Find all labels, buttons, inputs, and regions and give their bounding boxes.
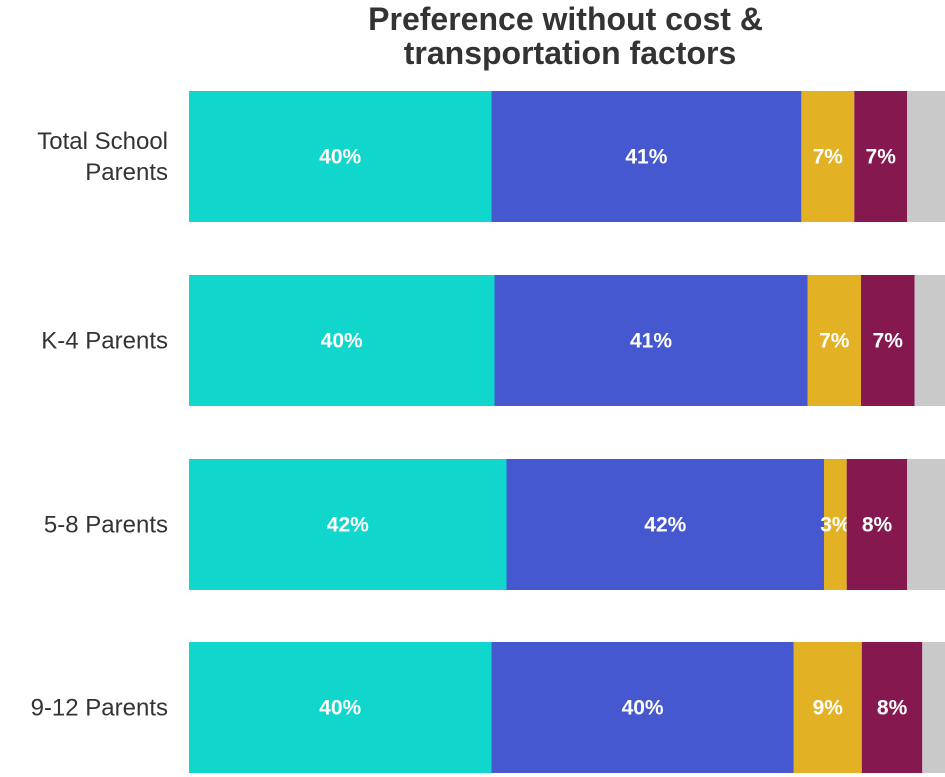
bar-segment [793, 642, 862, 773]
data-label: 41% [630, 330, 672, 353]
category-label-line: K-4 Parents [41, 328, 168, 355]
data-label: 40% [319, 697, 361, 720]
bars-group: 40% 41% 7% 7% 40% 41% 7% 7% 42% 42% 3% 8% 40% 40% 9% 8% [189, 91, 945, 773]
category-labels: Total School Parents K-4 Parents 5-8 Parent… [31, 128, 168, 722]
bar-segment [189, 459, 507, 590]
bar-segment [189, 91, 492, 222]
chart-title: Preference without cost & transportation… [368, 1, 772, 71]
data-label: 7% [819, 330, 850, 353]
bar-segment [506, 459, 824, 590]
data-label: 7% [813, 146, 844, 169]
chart-title-line-2: transportation factors [404, 35, 736, 71]
data-label: 40% [622, 697, 664, 720]
data-label: 40% [319, 146, 361, 169]
bar-segment [807, 275, 861, 406]
bar-segment [854, 91, 908, 222]
bar-segment [491, 91, 802, 222]
bar-segment [861, 275, 915, 406]
category-label-line: Parents [85, 159, 168, 186]
data-label: 9% [813, 697, 844, 720]
bar-segment [189, 642, 492, 773]
data-label: 40% [321, 330, 363, 353]
category-label: K-4 Parents [41, 328, 168, 355]
data-label: 41% [625, 146, 667, 169]
data-label: 42% [327, 514, 369, 537]
category-label-line: Total School [37, 128, 168, 155]
data-label: 8% [862, 514, 893, 537]
chart-title-line-1: Preference without cost & [368, 1, 763, 37]
data-label: 7% [873, 330, 904, 353]
bar-segment [494, 275, 808, 406]
bar-segment [907, 459, 945, 590]
bar-segment [846, 459, 908, 590]
bar-segment [189, 275, 495, 406]
data-label: 42% [644, 514, 686, 537]
data-label: 8% [877, 697, 908, 720]
category-label: 5-8 Parents [44, 512, 168, 539]
data-label: 3% [820, 514, 851, 537]
bar-segment [861, 642, 923, 773]
bar-segment [922, 642, 945, 773]
category-label: 9-12 Parents [31, 695, 168, 722]
bar-segment [824, 459, 847, 590]
data-label: 7% [866, 146, 897, 169]
bar-segment [491, 642, 794, 773]
bar-segment [907, 91, 945, 222]
bar-segment [801, 91, 855, 222]
bar-segment [914, 275, 945, 406]
category-label-line: 5-8 Parents [44, 512, 168, 539]
category-label-line: 9-12 Parents [31, 695, 168, 722]
category-label: Total School Parents [37, 128, 168, 186]
